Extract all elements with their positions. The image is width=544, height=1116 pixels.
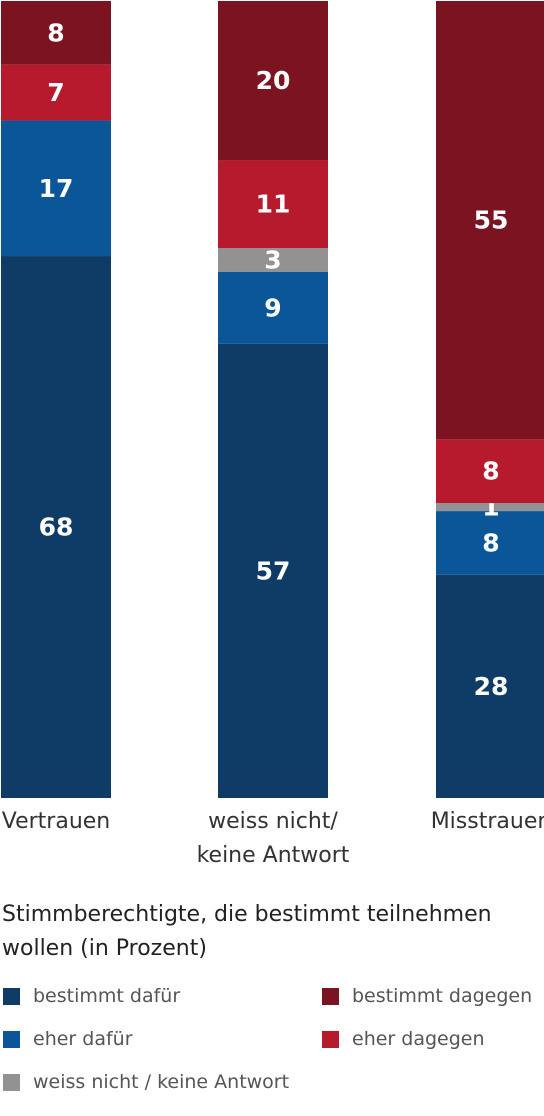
- data-label: 3: [264, 246, 281, 275]
- data-label: 8: [482, 528, 499, 557]
- data-label: 8: [482, 457, 499, 486]
- bar-segment-eher-daf-r: [218, 271, 328, 344]
- bar-segment-eher-daf-r: [436, 511, 544, 575]
- bar-segment-bestimmt-daf-r: [1, 256, 111, 798]
- category-label: Vertrauen: [2, 809, 111, 834]
- legend-swatch: [322, 1030, 339, 1048]
- legend-swatch: [3, 1030, 20, 1048]
- bar-segment-weiss-nicht-keine-antwort: [436, 503, 544, 512]
- bar-segment-eher-dagegen: [436, 439, 544, 504]
- legend-item-bestimmt-dagegen: bestimmt dagegen: [322, 983, 532, 1009]
- bar-segment-bestimmt-daf-r: [436, 574, 544, 798]
- chart-title: Stimmberechtigte, die bestimmt teilnehme…: [2, 902, 492, 961]
- data-label: 9: [264, 293, 281, 322]
- legend-item-weiss-nicht: weiss nicht / keine Antwort: [3, 1069, 289, 1095]
- category-label: keine Antwort: [197, 843, 350, 868]
- data-label: 8: [47, 18, 64, 47]
- bar-segment-bestimmt-daf-r: [218, 343, 328, 798]
- bar-segment-eher-daf-r: [1, 120, 111, 257]
- legend-item-bestimmt-dafuer: bestimmt dafür: [3, 983, 180, 1009]
- bar-segment-bestimmt-dagegen: [436, 1, 544, 440]
- data-label: 17: [39, 174, 74, 203]
- data-label: 11: [256, 190, 291, 219]
- legend-label: weiss nicht / keine Antwort: [33, 1071, 290, 1093]
- bar-segment-bestimmt-dagegen: [218, 1, 328, 161]
- legend-label: eher dagegen: [352, 1028, 485, 1050]
- bar-segment-eher-dagegen: [218, 160, 328, 249]
- legend-item-eher-dagegen: eher dagegen: [322, 1026, 485, 1052]
- bar-segment-bestimmt-dagegen: [1, 0, 111, 65]
- legend-label: bestimmt dagegen: [352, 985, 533, 1007]
- data-label: 57: [256, 556, 291, 585]
- legend-label: bestimmt dafür: [33, 985, 181, 1007]
- legend-swatch: [3, 1073, 20, 1091]
- data-label: 55: [474, 206, 509, 235]
- data-label: 68: [39, 513, 74, 542]
- legend-label: eher dafür: [33, 1028, 133, 1050]
- category-label: weiss nicht/: [208, 809, 338, 834]
- category-label: Misstrauen: [431, 809, 544, 834]
- bar-segment-weiss-nicht-keine-antwort: [218, 248, 328, 272]
- category-labels: Vertrauen weiss nicht/keine Antwort Misstr…: [2, 809, 544, 868]
- legend-item-eher-dafuer: eher dafür: [3, 1026, 133, 1052]
- legend-swatch: [322, 987, 339, 1005]
- legend-swatch: [3, 987, 20, 1005]
- data-label: 20: [256, 66, 291, 95]
- data-label: 7: [47, 78, 64, 107]
- bar-segment-eher-dagegen: [1, 64, 111, 121]
- data-label: 28: [474, 672, 509, 701]
